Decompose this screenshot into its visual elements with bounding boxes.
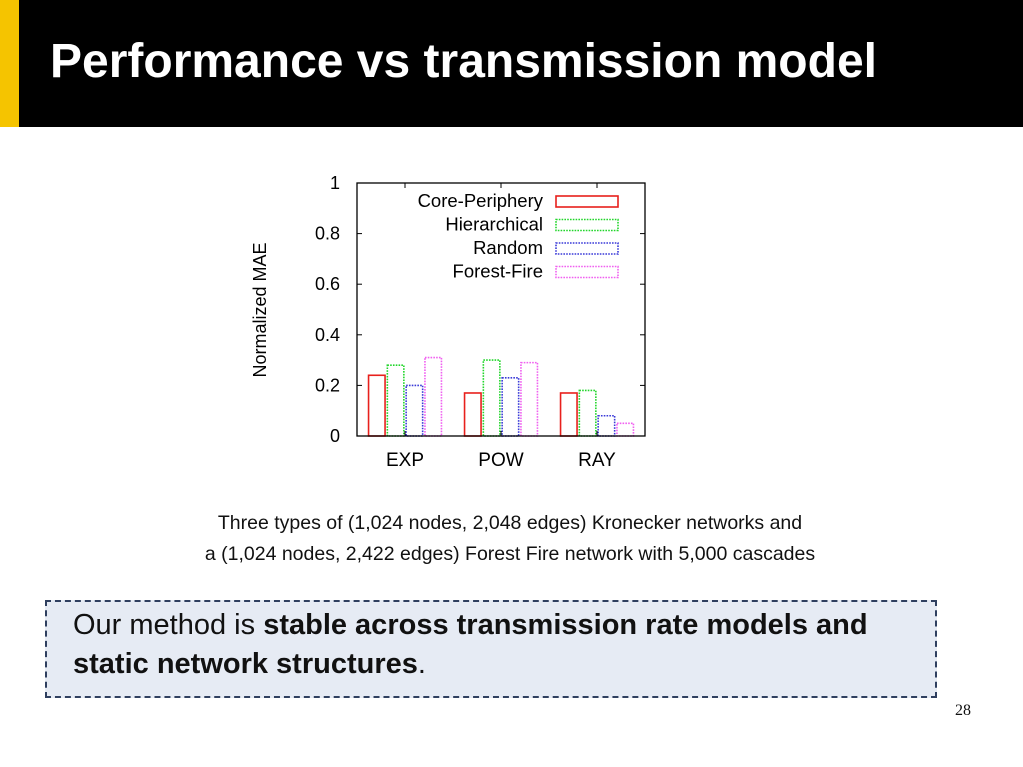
bar-core-periphery-ray bbox=[559, 392, 578, 437]
legend-label: Forest-Fire bbox=[453, 261, 543, 282]
bar-forest-fire-ray bbox=[616, 422, 635, 437]
y-axis: 0 0.2 0.4 0.6 0.8 1 bbox=[315, 173, 645, 446]
legend-swatch bbox=[555, 218, 619, 232]
bars-layer bbox=[367, 356, 635, 437]
legend-label: Core-Periphery bbox=[418, 190, 544, 211]
bar-forest-fire-pow bbox=[520, 361, 539, 437]
y-tick-label: 0 bbox=[330, 426, 340, 446]
caption-line-1: Three types of (1,024 nodes, 2,048 edges… bbox=[217, 512, 803, 534]
legend-label: Random bbox=[473, 237, 543, 258]
takeaway-box: Our method is stable across transmission… bbox=[45, 600, 937, 698]
y-tick-label: 0.4 bbox=[315, 325, 340, 345]
x-tick-label: POW bbox=[478, 450, 523, 471]
legend-swatch bbox=[555, 265, 619, 279]
bar-core-periphery-pow bbox=[463, 392, 482, 437]
takeaway-prefix: Our method is bbox=[73, 609, 264, 641]
legend-swatch bbox=[555, 195, 619, 208]
x-tick-label: EXP bbox=[386, 450, 424, 471]
title-accent-bar bbox=[0, 0, 19, 127]
y-tick-label: 0.8 bbox=[315, 224, 340, 244]
slide-title: Performance vs transmission model bbox=[50, 35, 877, 88]
title-bar: Performance vs transmission model bbox=[0, 0, 1023, 127]
bar-random-exp bbox=[405, 384, 424, 437]
legend-label: Hierarchical bbox=[445, 214, 543, 235]
page-number: 28 bbox=[955, 702, 971, 719]
bar-random-ray bbox=[597, 414, 616, 437]
bar-hierarchical-exp bbox=[386, 364, 405, 437]
y-tick-label: 1 bbox=[330, 173, 340, 193]
takeaway-emphasis: stable across transmission rate models a… bbox=[73, 609, 868, 680]
legend-swatch bbox=[555, 242, 619, 255]
takeaway-text: Our method is stable across transmission… bbox=[73, 606, 913, 684]
bar-hierarchical-ray bbox=[578, 389, 597, 437]
bar-chart: 00.20.40.60.81 EXP POW RAY Normalized MAE … bbox=[250, 173, 646, 471]
x-tick-label: RAY bbox=[578, 450, 616, 471]
figure-caption: Three types of (1,024 nodes, 2,048 edges… bbox=[60, 508, 960, 570]
bar-forest-fire-exp bbox=[424, 356, 443, 437]
bar-core-periphery-exp bbox=[367, 374, 386, 437]
bar-random-pow bbox=[501, 377, 520, 437]
caption-line-2: a (1,024 nodes, 2,422 edges) Forest Fire… bbox=[204, 543, 816, 565]
takeaway-suffix: . bbox=[417, 648, 426, 680]
bar-hierarchical-pow bbox=[482, 359, 501, 437]
y-tick-label: 0.6 bbox=[315, 274, 340, 294]
y-tick-label: 0.2 bbox=[315, 375, 340, 395]
y-axis-label: Normalized MAE bbox=[250, 242, 270, 377]
x-axis: EXP POW RAY bbox=[386, 183, 616, 471]
